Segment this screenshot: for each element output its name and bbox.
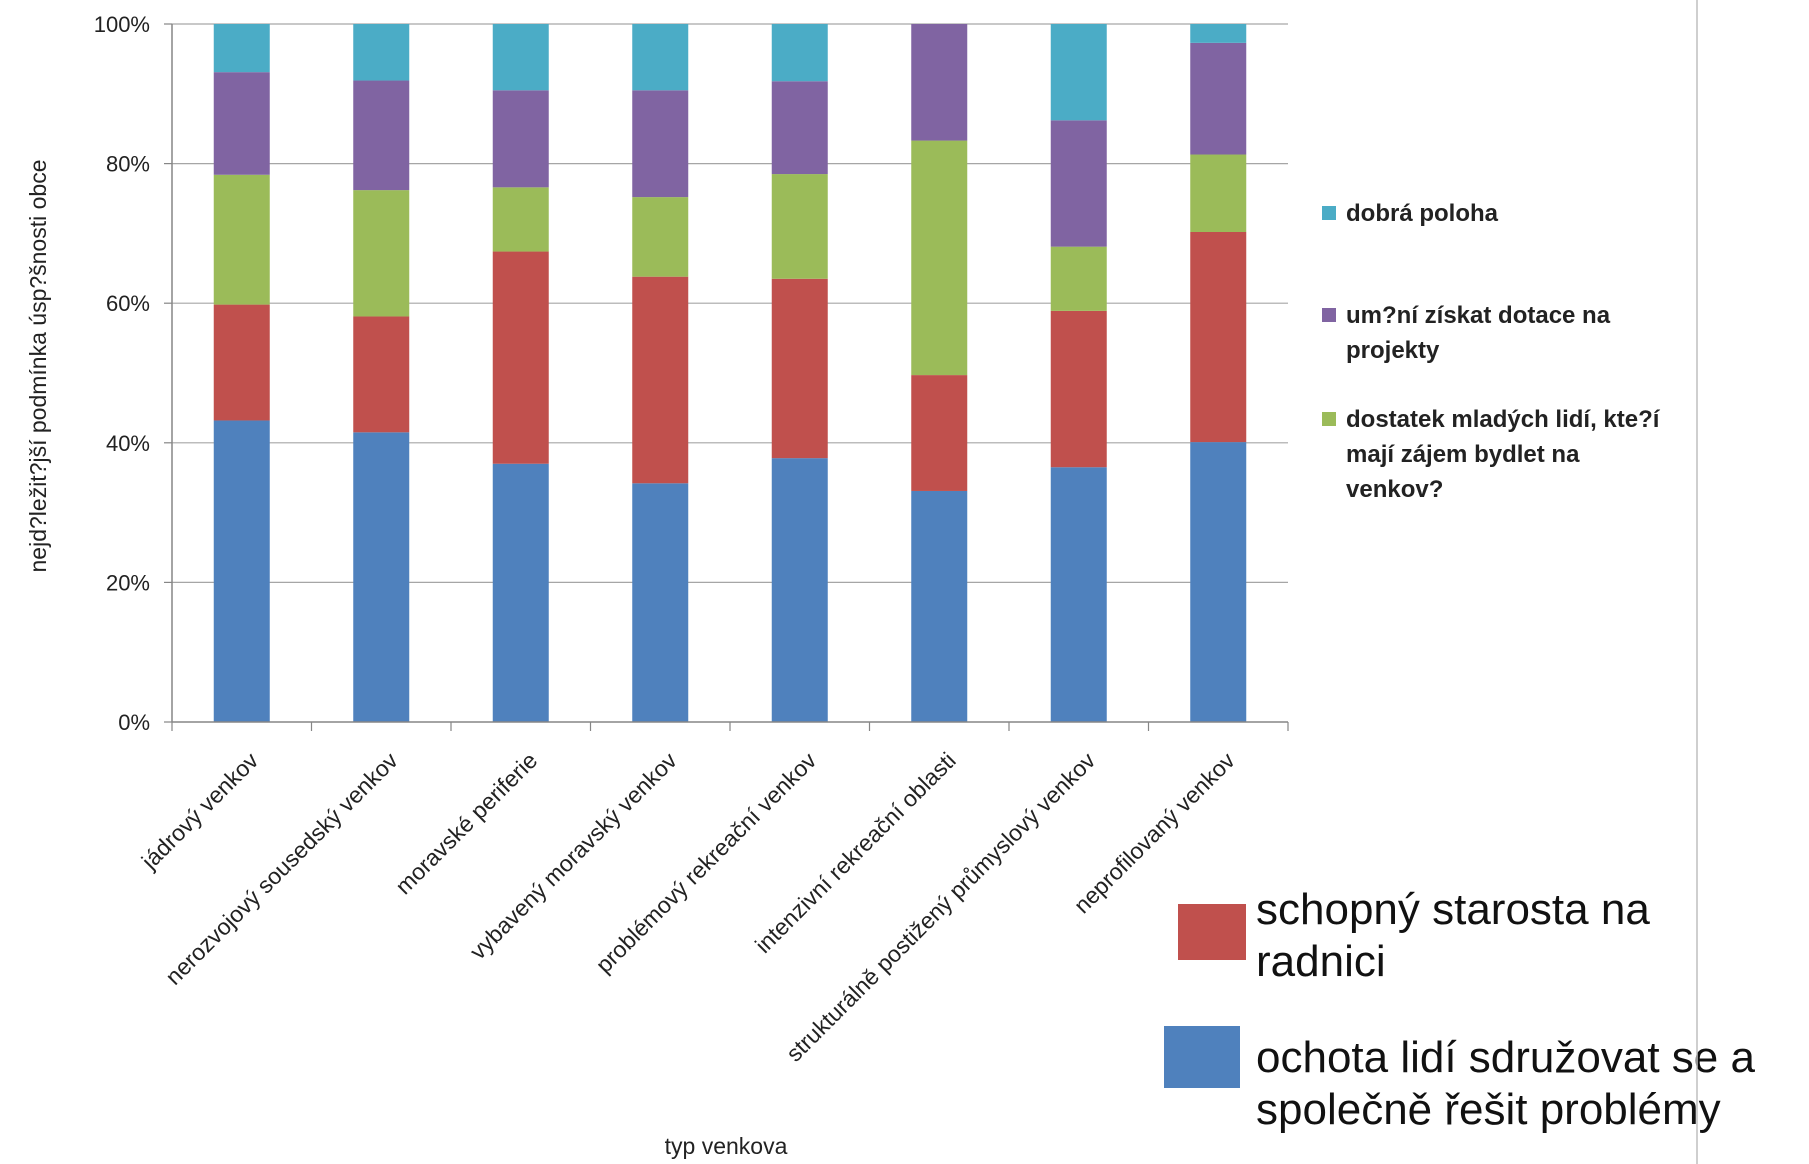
bar-segment: [353, 80, 410, 191]
bar-segment: [1050, 467, 1107, 722]
x-tick-label: moravské periferie: [390, 747, 542, 899]
bar-segment: [492, 90, 549, 188]
bar-segment: [1190, 154, 1247, 233]
legend-label: mají zájem bydlet na: [1346, 441, 1580, 468]
bar-segment: [911, 375, 968, 491]
gridlines: [172, 23, 1288, 584]
bar-segment: [771, 174, 828, 279]
legend-swatch-large: [1164, 1026, 1240, 1088]
bar-segment: [771, 24, 828, 82]
x-tick-label: nerozvojový sousedský venkov: [160, 747, 403, 990]
bar-segment: [632, 24, 689, 91]
x-tick-label: neprofilovaný venkov: [1069, 747, 1241, 919]
bar-segment: [213, 174, 270, 305]
x-axis-title: typ venkova: [665, 1133, 788, 1159]
legend-label-large: společně řešit problémy: [1256, 1085, 1721, 1134]
bar-segment: [353, 24, 410, 81]
bar-segment: [1050, 310, 1107, 468]
bar-segment: [492, 187, 549, 252]
x-tick-label: jádrový venkov: [136, 747, 264, 875]
bar-segment: [632, 483, 689, 722]
y-axis-title: nejd?ležit?jší podmínka úsp?šnosti obce: [25, 160, 51, 573]
bar-segment: [632, 197, 689, 277]
bar-segment: [213, 24, 270, 73]
bar-segment: [353, 316, 410, 433]
legend-label-large: ochota lidí sdružovat se a: [1256, 1033, 1755, 1082]
bar-segment: [213, 420, 270, 722]
y-tick-label: 80%: [106, 152, 150, 177]
axes: [164, 23, 1289, 731]
bar-segment: [213, 304, 270, 421]
bar-segment: [771, 81, 828, 175]
bar-segment: [492, 463, 549, 722]
y-tick-label: 0%: [118, 710, 150, 735]
bar-segment: [632, 90, 689, 198]
bar-segment: [1190, 24, 1247, 43]
y-tick-labels: 0% 20% 40% 60% 80% 100%: [94, 12, 150, 735]
y-tick-label: 40%: [106, 431, 150, 456]
bar-segment: [213, 72, 270, 175]
legend-small: dobrá poloha um?ní získat dotace na projek…: [1322, 200, 1661, 503]
bar-segment: [353, 190, 410, 317]
legend-label-large: schopný starosta na: [1256, 885, 1650, 934]
bar-segment: [771, 458, 828, 722]
bar-segment: [911, 490, 968, 722]
legend-label: dobrá poloha: [1346, 200, 1499, 227]
bar-segment: [353, 432, 410, 722]
legend-label: um?ní získat dotace na: [1346, 302, 1611, 329]
x-tick-label: strukturálně postižený průmyslový venkov: [781, 747, 1101, 1067]
bar-segment: [771, 278, 828, 459]
bar-segment: [1190, 42, 1247, 155]
bar-segment: [911, 140, 968, 376]
bar-segment: [1190, 232, 1247, 443]
bar-segment: [1050, 120, 1107, 247]
legend-swatch: [1322, 308, 1336, 322]
legend-large: schopný starosta na radnici ochota lidí s…: [1164, 885, 1755, 1134]
bar-segment: [1190, 442, 1247, 722]
legend-label: projekty: [1346, 337, 1440, 364]
bar-segment: [1050, 24, 1107, 121]
legend-swatch: [1322, 206, 1336, 220]
legend-label: dostatek mladých lidí, kte?í: [1346, 406, 1661, 433]
bar-segment: [632, 276, 689, 484]
bar-segment: [492, 24, 549, 91]
y-tick-label: 100%: [94, 12, 150, 37]
y-tick-label: 60%: [106, 291, 150, 316]
bars: [213, 24, 1247, 722]
bar-segment: [492, 251, 549, 464]
y-tick-label: 20%: [106, 570, 150, 595]
legend-label-large: radnici: [1256, 937, 1386, 986]
legend-label: venkov?: [1346, 476, 1443, 503]
bar-segment: [911, 24, 968, 141]
x-tick-label: problémový rekreační venkov: [590, 747, 821, 978]
bar-segment: [1050, 246, 1107, 311]
legend-swatch-large: [1178, 904, 1246, 960]
legend-swatch: [1322, 412, 1336, 426]
